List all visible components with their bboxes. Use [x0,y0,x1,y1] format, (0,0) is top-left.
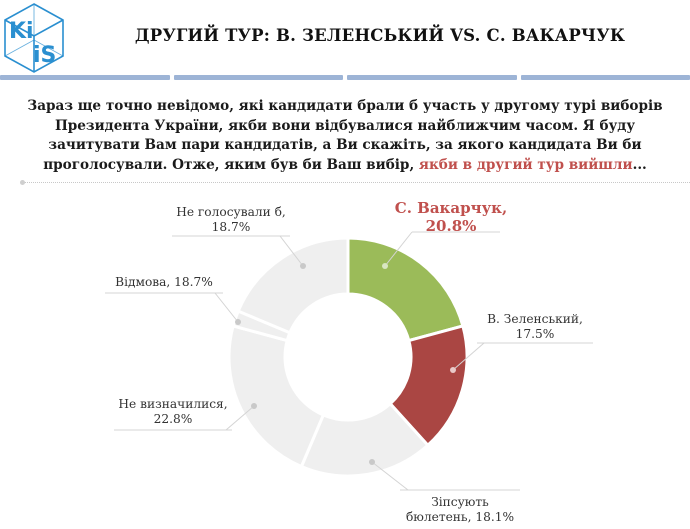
leader-dots [235,263,456,465]
kiis-logo: Ki iS [2,2,66,74]
label-vakarchuk: С. Вакарчук, 20.8% [394,199,508,235]
svg-text:iS: iS [33,43,56,68]
divider-segment [520,75,690,80]
leader-lines [105,231,593,491]
label-refusal: Відмова, 18.7% [115,275,213,289]
survey-question: Зараз ще точно невідомо, які кандидати б… [20,97,670,175]
label-undecided: Не визначилися, 22.8% [118,397,228,426]
svg-text:Ki: Ki [9,19,34,44]
label-zelensky: В. Зеленський, 17.5% [487,312,583,341]
question-line: зачитувати Вам пари кандидатів, а Ви ска… [48,137,642,154]
cube-logo-icon: Ki iS [4,3,64,73]
donut-slices [227,236,469,478]
question-line: проголосували. Отже, яким був би Ваш виб… [43,156,647,173]
dotted-separator [20,180,690,185]
label-no-vote: Не голосували б, 18.7% [176,205,286,234]
question-line: Президента України, якби вони відбувалис… [54,117,636,134]
header-divider [0,75,690,80]
page-title: ДРУГИЙ ТУР: В. ЗЕЛЕНСЬКИЙ VS. С. ВАКАРЧУ… [134,26,626,45]
divider-segment [347,75,517,80]
divider-segment [173,75,343,80]
question-line: Зараз ще точно невідомо, які кандидати б… [27,98,663,114]
label-spoil-ballot: Зіпсують бюлетень, 18.1% [405,495,515,524]
divider-segment [0,75,170,80]
donut-slice [346,236,465,343]
donut-slice [236,236,350,335]
question-highlight: якби в другий тур вийшли [418,156,633,173]
donut-slice [227,324,326,469]
